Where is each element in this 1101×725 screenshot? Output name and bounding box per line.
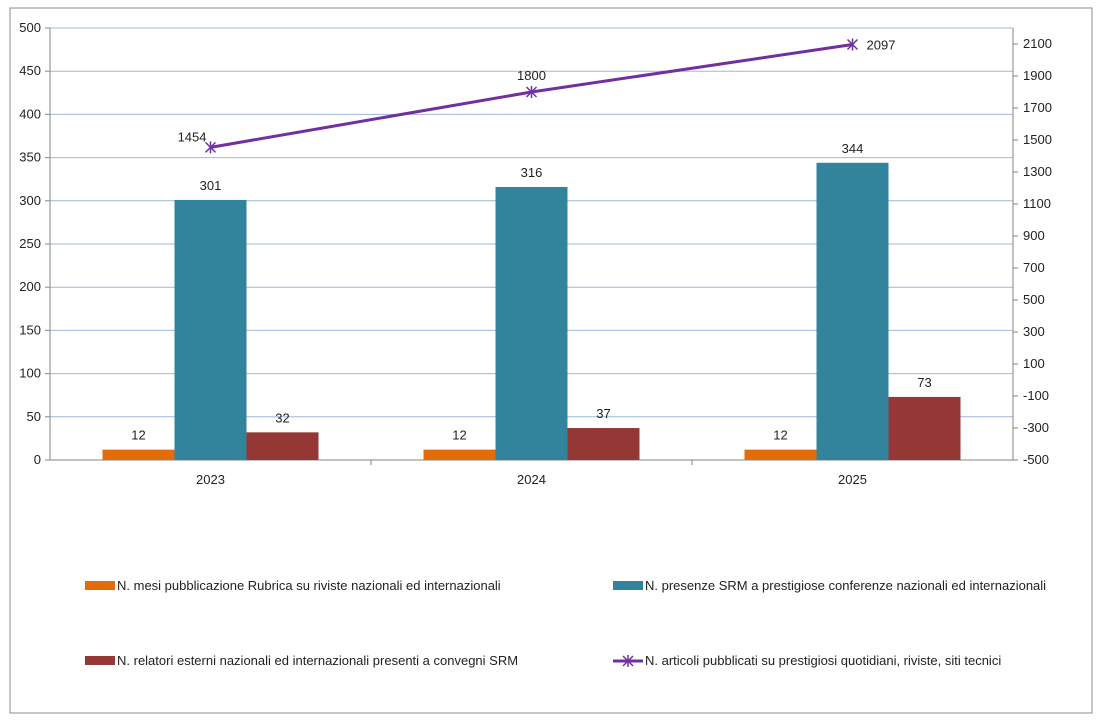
- line-point: [525, 86, 538, 98]
- bar: [495, 186, 568, 460]
- bar-value-label: 32: [275, 410, 289, 425]
- legend-label: N. mesi pubblicazione Rubrica su riviste…: [117, 578, 501, 593]
- right-tick-label: 500: [1023, 292, 1045, 307]
- right-tick-label: -300: [1023, 420, 1049, 435]
- bar-value-label: 316: [521, 165, 543, 180]
- axes: 0 50 100 150 200 250 300 350 400 450 500 -500 -300 -1…: [19, 20, 1052, 487]
- left-tick-label: 0: [34, 452, 41, 467]
- left-tick-label: 450: [19, 63, 41, 78]
- legend-swatch: [85, 581, 115, 590]
- line-value-label: 1454: [178, 129, 207, 144]
- bar: [423, 449, 496, 460]
- legend-label: N. articoli pubblicati su prestigiosi qu…: [645, 653, 1001, 668]
- bar-value-label: 12: [131, 428, 145, 443]
- bar-value-label: 12: [773, 428, 787, 443]
- line-point: [204, 141, 217, 154]
- right-tick-label: 1900: [1023, 68, 1052, 83]
- legend-item: N. mesi pubblicazione Rubrica su riviste…: [85, 578, 501, 593]
- left-tick-label: 250: [19, 236, 41, 251]
- legend-item: N. presenze SRM a prestigiose conferenze…: [613, 578, 1046, 593]
- x-tick-label: 2023: [196, 472, 225, 487]
- bar: [816, 162, 889, 460]
- legend-item: N. articoli pubblicati su prestigiosi qu…: [613, 653, 1001, 668]
- bar-value-label: 73: [917, 375, 931, 390]
- line-series: [204, 38, 859, 154]
- legend-item: N. relatori esterni nazionali ed interna…: [85, 653, 518, 668]
- right-tick-label: 1300: [1023, 164, 1052, 179]
- left-tick-label: 150: [19, 322, 41, 337]
- right-tick-label: 1100: [1023, 196, 1051, 211]
- bar: [246, 432, 319, 460]
- right-tick-label: 300: [1023, 324, 1045, 339]
- left-tick-label: 400: [19, 106, 41, 121]
- bar: [102, 449, 175, 460]
- bar-value-label: 344: [842, 141, 864, 156]
- left-tick-label: 200: [19, 279, 41, 294]
- bar: [567, 428, 640, 460]
- right-tick-label: -100: [1023, 388, 1049, 403]
- legend-swatch: [613, 581, 643, 590]
- bar-value-label: 12: [452, 428, 466, 443]
- left-tick-label: 50: [27, 409, 41, 424]
- right-tick-label: 1500: [1023, 132, 1052, 147]
- right-tick-label: 900: [1023, 228, 1045, 243]
- bar: [174, 199, 247, 460]
- bar-value-label: 301: [200, 178, 222, 193]
- bar: [888, 396, 961, 460]
- x-tick-label: 2025: [838, 472, 867, 487]
- bars: [102, 162, 961, 460]
- legend: N. mesi pubblicazione Rubrica su riviste…: [85, 578, 1046, 668]
- right-tick-label: -500: [1023, 452, 1049, 467]
- x-tick-label: 2024: [517, 472, 546, 487]
- left-tick-label: 300: [19, 193, 41, 208]
- line-value-label: 1800: [517, 68, 546, 83]
- right-tick-label: 1700: [1023, 100, 1052, 115]
- left-tick-label: 500: [19, 20, 41, 35]
- bar-value-label: 37: [596, 406, 610, 421]
- legend-label: N. presenze SRM a prestigiose conferenze…: [645, 578, 1046, 593]
- right-tick-label: 2100: [1023, 36, 1052, 51]
- data-labels: 12 12 12 301 316 344 32 37 73 1454 1800 2097: [131, 37, 931, 442]
- left-tick-label: 100: [19, 366, 41, 381]
- line-value-label: 2097: [867, 37, 896, 52]
- left-tick-label: 350: [19, 150, 41, 165]
- bar: [744, 449, 817, 460]
- line-point: [846, 38, 859, 51]
- right-tick-label: 100: [1023, 356, 1045, 371]
- legend-swatch: [85, 656, 115, 665]
- right-tick-label: 700: [1023, 260, 1045, 275]
- legend-label: N. relatori esterni nazionali ed interna…: [117, 653, 518, 668]
